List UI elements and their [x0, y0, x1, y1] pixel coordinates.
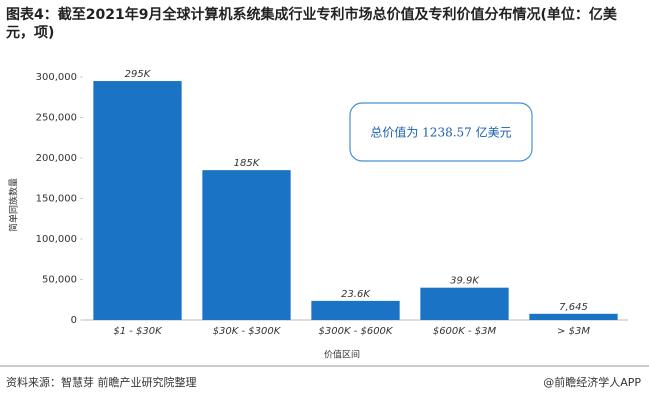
value-label: 7,645	[559, 302, 588, 313]
x-tick-label: $30K - $300K	[213, 326, 282, 337]
chart-title: 图表4：截至2021年9月全球计算机系统集成行业专利市场总价值及专利价值分布情况…	[6, 7, 617, 41]
x-tick-label: > $3M	[557, 326, 590, 337]
y-tick-label: 200,000	[36, 153, 77, 164]
y-tick-label: 0	[71, 315, 77, 326]
y-axis-label: 简单同族数量	[8, 178, 20, 232]
y-tick-label: 300,000	[36, 72, 77, 83]
value-label: 185K	[234, 158, 261, 169]
bar	[420, 287, 509, 320]
x-tick-label: $300K - $600K	[319, 326, 394, 337]
annotation: 总价值为 1238.57 亿美元	[370, 125, 511, 140]
source: 资料来源：智慧芽 前瞻产业研究院整理	[6, 376, 197, 389]
x-tick-label: $600K - $3M	[433, 326, 497, 337]
bar	[202, 170, 291, 320]
x-tick-label: $1 - $30K	[113, 326, 163, 337]
annotation-box	[349, 102, 533, 162]
y-tick-label: 100,000	[36, 234, 77, 245]
value-label: 23.6K	[341, 289, 371, 300]
y-tick-label: 250,000	[36, 113, 77, 124]
value-label: 295K	[125, 69, 152, 80]
value-label: 39.9K	[450, 276, 480, 287]
brand: @前瞻经济学人APP	[543, 376, 641, 389]
y-tick-label: 150,000	[36, 194, 77, 205]
bar	[529, 313, 618, 320]
bar	[93, 81, 182, 320]
x-axis-label: 价值区间	[324, 349, 360, 361]
y-tick-label: 50,000	[42, 275, 77, 286]
bar	[311, 300, 400, 320]
